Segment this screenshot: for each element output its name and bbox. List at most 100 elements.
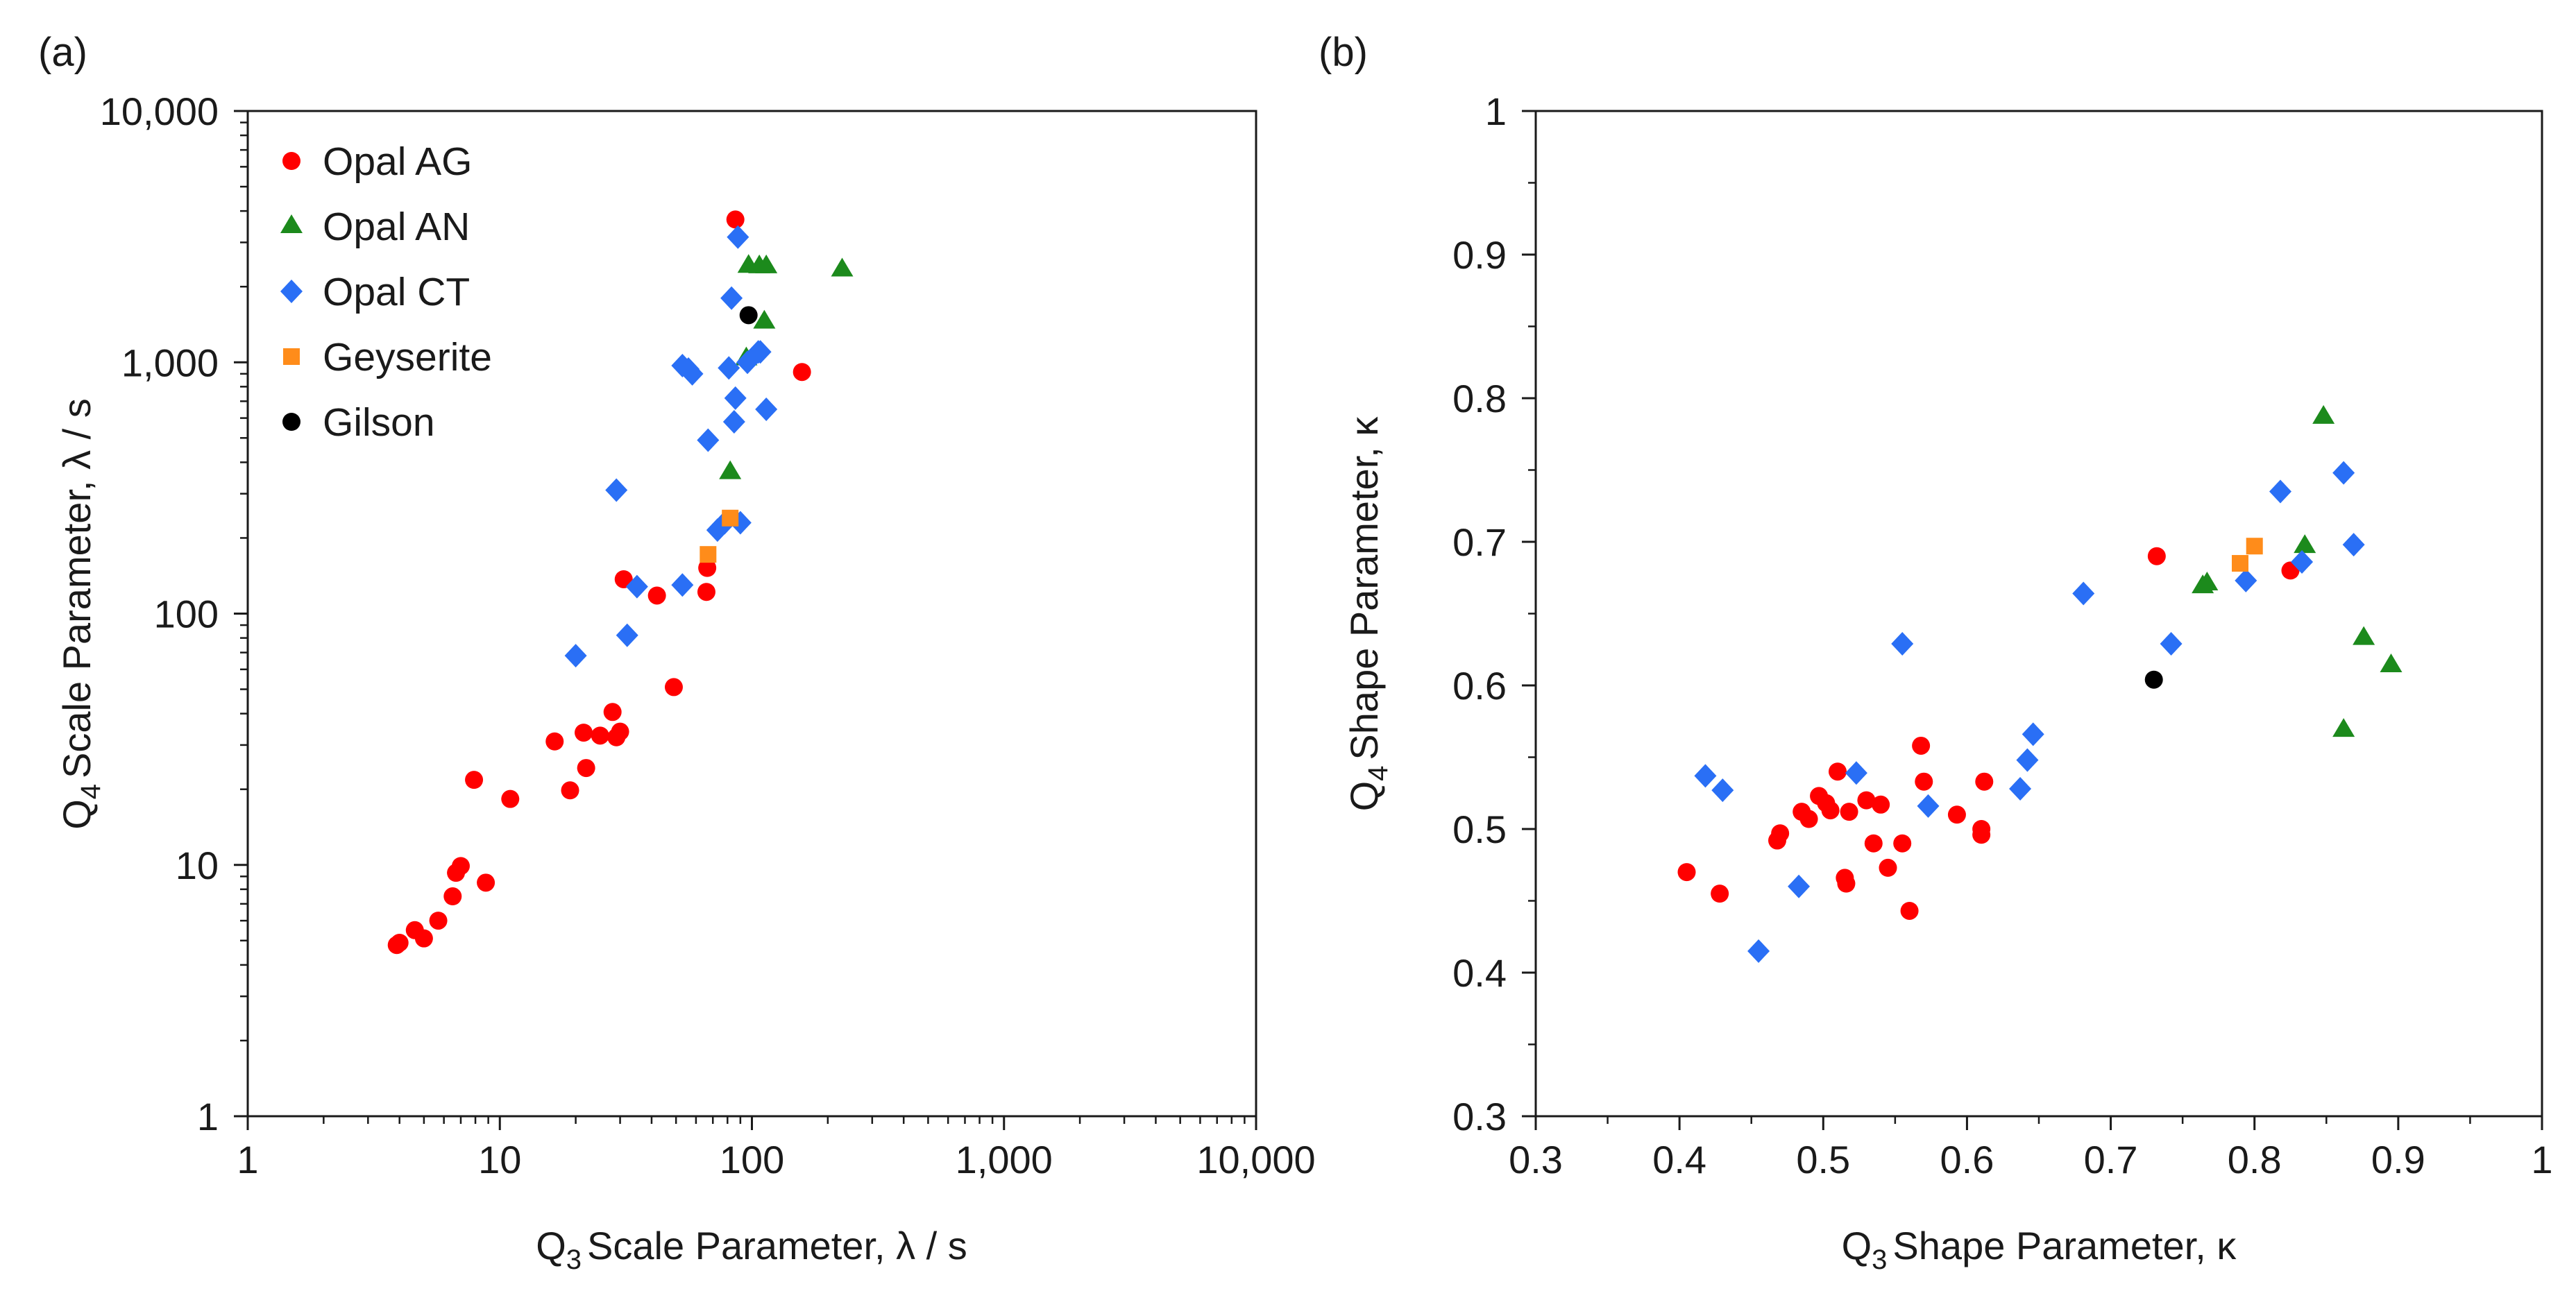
panel-b-point-opal-ag-19: [1912, 736, 1931, 755]
panel-b-point-opal-ag-15: [1872, 795, 1890, 814]
panel-a-ticks: [234, 110, 1257, 1130]
legend-item-opal-an: Opal AN: [280, 205, 470, 249]
panel-b-ticks: [1522, 110, 2543, 1130]
panel-b-point-opal-ag-24: [1975, 772, 1994, 791]
panel-b-point-opal-ag-11: [1837, 874, 1856, 893]
legend-marker-geyserite: [283, 348, 300, 365]
legend-item-opal-ag: Opal AG: [282, 139, 472, 184]
panel-b-x-tick-label-3: 0.6: [1940, 1138, 1994, 1181]
panel-a-x-tick-label-4: 10,000: [1196, 1138, 1315, 1181]
panel-a-point-opal-an-6: [831, 257, 854, 277]
panel-b-point-opal-ct-4: [1845, 761, 1867, 785]
panel-b-point-opal-an-5: [2353, 626, 2375, 645]
panel-a-point-opal-ag-24: [726, 210, 745, 229]
panel-b-point-opal-ct-5: [1891, 631, 1914, 656]
panel-a-point-opal-ag-14: [577, 759, 595, 778]
panel-a-x-axis-title: Q3 Scale Parameter, λ / s: [536, 1224, 967, 1275]
panel-b-y-axis-subscript: 4: [1363, 766, 1393, 781]
panel-a-point-opal-ag-21: [664, 678, 683, 697]
legend-item-opal-ct: Opal CT: [280, 270, 470, 314]
panel-a-point-opal-ct-4: [671, 573, 694, 597]
panel-a-point-opal-ct-0: [564, 644, 587, 668]
panel-b-series-opal-ct: [1694, 461, 2365, 963]
panel-b-point-opal-ag-17: [1893, 834, 1912, 853]
panel-a-point-opal-ct-2: [616, 623, 638, 647]
panel-b-plot-frame: [1534, 110, 2543, 1118]
panel-b-y-tick-label-5: 0.8: [1452, 377, 1507, 420]
panel-b-x-tick-label-4: 0.7: [2084, 1138, 2138, 1181]
panel-a-point-opal-ag-8: [465, 771, 484, 789]
panel-b-x-axis-title: Q3 Shape Parameter, κ: [1842, 1224, 2237, 1275]
panel-b-y-tick-label-0: 0.3: [1452, 1095, 1507, 1138]
panel-b-point-opal-ag-20: [1915, 772, 1933, 791]
panel-a-point-opal-ct-19: [749, 340, 772, 364]
panel-a-label: (a): [38, 30, 87, 75]
panel-b-x-axis-q: Q: [1842, 1224, 1872, 1267]
panel-b-point-opal-ag-8: [1821, 801, 1840, 820]
panel-b-point-opal-an-1: [2196, 571, 2219, 590]
panel-b-y-tick-label-3: 0.6: [1452, 664, 1507, 708]
panel-b-point-opal-ct-2: [1747, 939, 1770, 963]
panel-a-series-geyserite: [700, 509, 739, 563]
panel-b-point-opal-ag-1: [1711, 885, 1729, 903]
panel-b-point-opal-ag-12: [1840, 803, 1858, 821]
panel-b-point-opal-ag-18: [1900, 901, 1919, 920]
panel-b-data-points: [1677, 404, 2403, 963]
panel-b-point-opal-ct-14: [2291, 549, 2314, 574]
panel-a-point-opal-ct-12: [720, 286, 743, 310]
panel-b-x-axis-text: Shape Parameter, κ: [1892, 1224, 2237, 1267]
panel-b-y-axis-text: Shape Parameter, κ: [1342, 416, 1386, 760]
panel-b-point-opal-ct-12: [2235, 568, 2257, 592]
panel-b-point-opal-an-3: [2312, 404, 2335, 424]
panel-b-y-tick-label-4: 0.7: [1452, 520, 1507, 564]
panel-a-point-opal-ag-23: [698, 558, 717, 577]
panel-b-x-tick-label-6: 0.9: [2371, 1138, 2425, 1181]
panel-a-scale-parameter-chart: (a) 1 10 100 1,000 10,000 1 10 100 1,000 10,000 O…: [38, 30, 1316, 1275]
panel-a-x-tick-label-1: 10: [478, 1138, 521, 1181]
panel-b-point-opal-ct-15: [2332, 461, 2355, 485]
panel-b-series-geyserite: [2232, 538, 2263, 572]
legend-marker-opal-ct: [280, 280, 303, 303]
panel-a-x-tick-label-2: 100: [720, 1138, 784, 1181]
panel-b-y-axis-title: Q4 Shape Parameter, κ: [1342, 416, 1393, 812]
panel-b-point-opal-ct-16: [2342, 533, 2365, 557]
panel-b-point-opal-an-2: [2294, 534, 2316, 554]
panel-a-x-tick-label-0: 1: [237, 1138, 258, 1181]
panel-b-y-axis-q: Q: [1342, 781, 1386, 812]
panel-b-tick-labels: 0.3 0.4 0.5 0.6 0.7 0.8 0.9 1 0.3 0.4 0.5 0.6 0.7 0.8…: [1452, 89, 2552, 1181]
panel-b-point-opal-an-6: [2380, 653, 2403, 672]
panel-a-point-opal-ag-10: [501, 789, 520, 808]
panel-b-point-opal-an-4: [2332, 718, 2355, 737]
panel-b-point-opal-ct-6: [1917, 794, 1940, 818]
panel-b-point-opal-ag-13: [1857, 791, 1876, 810]
panel-a-point-geyserite-0: [700, 546, 717, 563]
panel-b-point-opal-ag-25: [2147, 547, 2166, 565]
panel-b-point-opal-ct-13: [2269, 479, 2291, 504]
panel-b-point-gilson-0: [2144, 670, 2163, 689]
panel-a-point-opal-an-4: [753, 309, 776, 329]
panel-a-x-tick-label-3: 1,000: [956, 1138, 1053, 1181]
panel-a-point-opal-ag-18: [611, 722, 629, 741]
panel-a-point-opal-ag-15: [591, 726, 609, 745]
panel-b-series-opal-ag: [1677, 547, 2300, 920]
panel-b-point-opal-ag-16: [1879, 858, 1897, 877]
legend-label-opal-an: Opal AN: [323, 205, 470, 249]
panel-a-point-opal-ag-20: [647, 586, 666, 605]
panel-a-y-axis-q: Q: [55, 799, 99, 830]
panel-b-point-opal-ct-0: [1694, 764, 1717, 788]
panel-a-point-opal-ag-3: [414, 929, 433, 948]
panel-a-x-axis-text: Scale Parameter, λ / s: [587, 1224, 967, 1267]
panel-a-point-opal-ag-12: [561, 781, 579, 800]
panel-b-point-opal-ag-3: [1771, 824, 1790, 843]
panel-b-point-opal-ag-23: [1972, 820, 1991, 838]
panel-a-y-tick-label-1: 10: [176, 844, 219, 887]
panel-b-y-tick-label-7: 1: [1485, 89, 1507, 133]
panel-a-series-opal-an: [719, 254, 854, 479]
panel-a-y-axis-subscript: 4: [76, 784, 106, 799]
panel-b-x-tick-label-1: 0.4: [1652, 1138, 1706, 1181]
panel-b-point-opal-ag-9: [1829, 762, 1847, 781]
panel-b-y-tick-label-1: 0.4: [1452, 951, 1507, 995]
panel-b-series-opal-an: [2192, 404, 2403, 737]
panel-a-y-tick-label-0: 1: [197, 1095, 219, 1138]
